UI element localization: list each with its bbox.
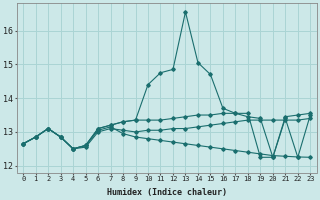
X-axis label: Humidex (Indice chaleur): Humidex (Indice chaleur) [107,188,227,197]
